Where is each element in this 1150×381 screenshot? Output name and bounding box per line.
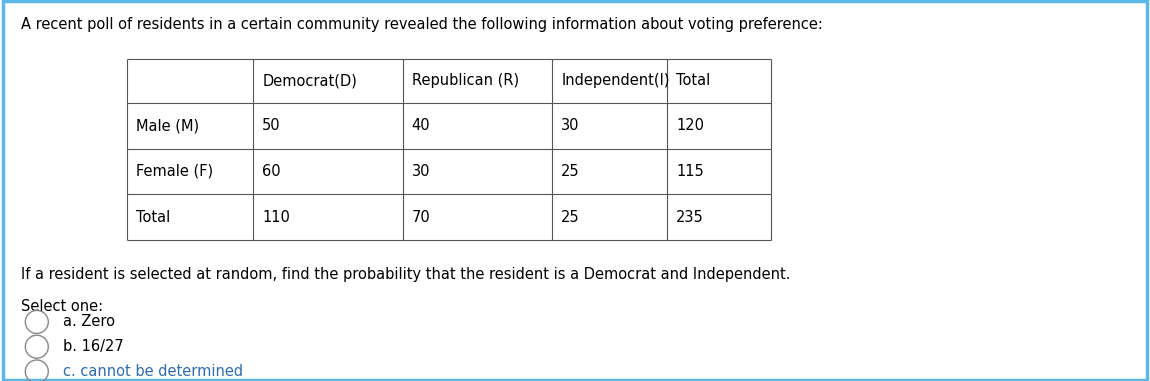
Text: Female (F): Female (F) bbox=[136, 164, 213, 179]
Text: 110: 110 bbox=[262, 210, 290, 225]
Text: If a resident is selected at random, find the probability that the resident is a: If a resident is selected at random, fin… bbox=[21, 267, 790, 282]
Text: 25: 25 bbox=[561, 164, 580, 179]
Text: 30: 30 bbox=[561, 118, 580, 133]
Text: Republican (R): Republican (R) bbox=[412, 74, 519, 88]
Text: Total: Total bbox=[136, 210, 170, 225]
Text: 115: 115 bbox=[676, 164, 704, 179]
Text: 30: 30 bbox=[412, 164, 430, 179]
Text: A recent poll of residents in a certain community revealed the following informa: A recent poll of residents in a certain … bbox=[21, 17, 822, 32]
Text: a. Zero: a. Zero bbox=[63, 314, 115, 330]
Text: b. 16/27: b. 16/27 bbox=[63, 339, 124, 354]
Text: 50: 50 bbox=[262, 118, 281, 133]
Text: 25: 25 bbox=[561, 210, 580, 225]
Text: 120: 120 bbox=[676, 118, 704, 133]
Text: Democrat(D): Democrat(D) bbox=[262, 74, 356, 88]
Text: 235: 235 bbox=[676, 210, 704, 225]
Text: 70: 70 bbox=[412, 210, 430, 225]
Text: Independent(I): Independent(I) bbox=[561, 74, 669, 88]
Text: c. cannot be determined: c. cannot be determined bbox=[63, 364, 244, 379]
Text: Select one:: Select one: bbox=[21, 299, 102, 314]
Text: 40: 40 bbox=[412, 118, 430, 133]
Text: 60: 60 bbox=[262, 164, 281, 179]
Text: Total: Total bbox=[676, 74, 711, 88]
Text: Male (M): Male (M) bbox=[136, 118, 199, 133]
